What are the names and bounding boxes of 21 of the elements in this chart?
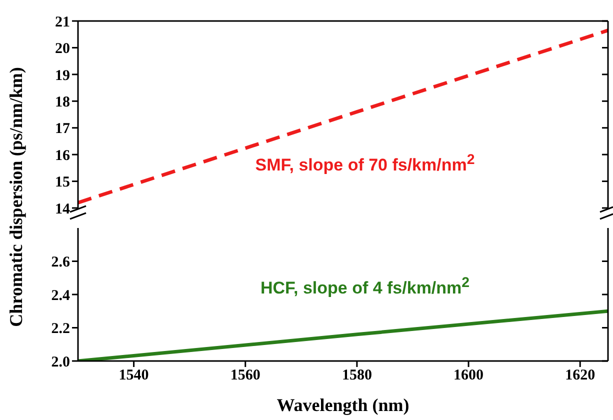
- x-tick-label: 1600: [454, 368, 484, 384]
- y-axis-title: Chromatic dispersion (ps/nm/km): [6, 66, 27, 329]
- y-tick-label: 21: [55, 14, 70, 30]
- x-tick-label: 1540: [118, 368, 149, 384]
- y-tick-label: 18: [55, 94, 70, 110]
- y-tick-label: 16: [55, 148, 70, 164]
- annotation: HCF, slope of 4 fs/km/nm$^{2}$: [259, 275, 471, 299]
- y-tick-label: 2.0: [51, 354, 70, 370]
- y-tick-label: 20: [55, 41, 70, 58]
- y-tick-label: 2.4: [51, 288, 70, 304]
- y-tick-label: 2.6: [51, 254, 70, 271]
- y-tick-label: 14: [55, 201, 70, 218]
- x-tick-label: 1560: [230, 368, 260, 384]
- x-axis-title: Wavelength (nm): [276, 395, 410, 415]
- annotation: SMF, slope of 70 fs/km/nm$^{2}$: [254, 152, 476, 176]
- y-tick-label: 19: [55, 68, 70, 84]
- y-tick-label: 2.2: [51, 321, 70, 338]
- y-tick-label: 17: [55, 121, 70, 138]
- y-tick-label: 15: [55, 174, 70, 191]
- x-tick-label: 1580: [342, 368, 372, 384]
- x-tick-label: 1620: [565, 368, 596, 384]
